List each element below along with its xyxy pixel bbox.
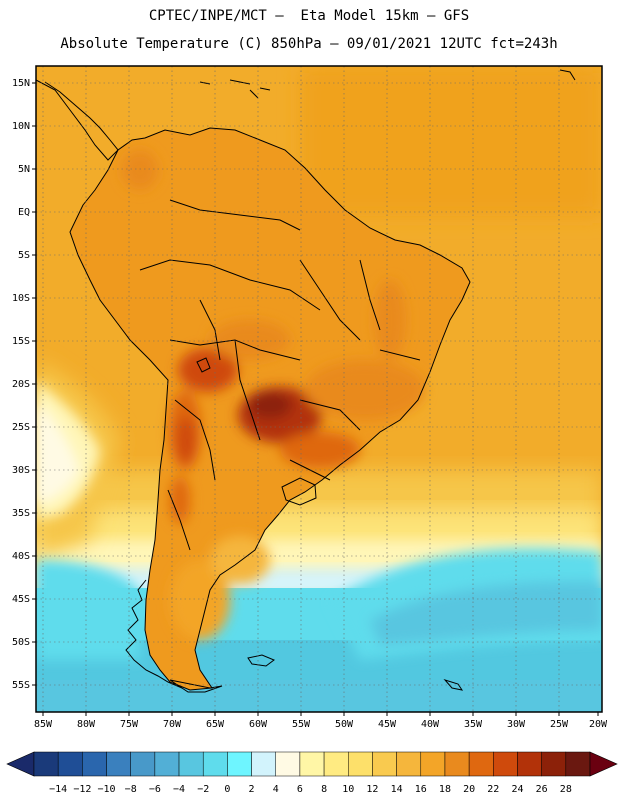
colorbar-label: 16 bbox=[415, 784, 427, 795]
colorbar-swatch bbox=[493, 751, 518, 777]
colorbar-swatch bbox=[396, 751, 422, 777]
colorbar-label: −8 bbox=[125, 784, 137, 795]
colorbar-label: 0 bbox=[224, 784, 230, 795]
lat-label: 10S bbox=[12, 293, 30, 304]
lat-label: 15S bbox=[12, 336, 30, 347]
lon-label: 65W bbox=[206, 719, 225, 730]
colorbar-label: −2 bbox=[197, 784, 209, 795]
colorbar-label: 8 bbox=[321, 784, 327, 795]
lat-label: 30S bbox=[12, 465, 30, 476]
lon-label: 40W bbox=[421, 719, 440, 730]
colorbar-label: 20 bbox=[463, 784, 475, 795]
colorbar-label: −14 bbox=[49, 784, 67, 795]
lon-label: 60W bbox=[249, 719, 268, 730]
colorbar-swatch bbox=[299, 751, 325, 777]
colorbar-label: 26 bbox=[536, 784, 548, 795]
colorbar-swatch bbox=[565, 751, 591, 777]
latitude-axis: 15N 10N 5N EQ 5S 10S 15S 20S 25S 30S 35S… bbox=[12, 78, 36, 691]
lon-label: 85W bbox=[34, 719, 53, 730]
colorbar-swatch bbox=[541, 751, 567, 777]
colorbar-label: 4 bbox=[273, 784, 279, 795]
colorbar-swatch bbox=[372, 751, 397, 777]
plot-frame bbox=[35, 65, 603, 713]
lat-label: 40S bbox=[12, 551, 30, 562]
colorbar-label: 12 bbox=[366, 784, 378, 795]
lat-label: 5N bbox=[18, 164, 30, 175]
colorbar-swatch bbox=[420, 751, 446, 777]
lat-label: 50S bbox=[12, 637, 30, 648]
colorbar-label: 28 bbox=[560, 784, 572, 795]
colorbar-swatch bbox=[348, 751, 373, 777]
lat-label: 35S bbox=[12, 508, 30, 519]
lat-label: 5S bbox=[18, 250, 30, 261]
colorbar-swatch bbox=[202, 751, 228, 777]
lon-label: 75W bbox=[120, 719, 139, 730]
colorbar-swatch bbox=[517, 751, 542, 777]
colorbar-label: −4 bbox=[173, 784, 185, 795]
lon-label: 70W bbox=[163, 719, 182, 730]
colorbar-label: −10 bbox=[97, 784, 115, 795]
colorbar-label: 18 bbox=[439, 784, 451, 795]
colorbar-label: 2 bbox=[249, 784, 255, 795]
colorbar-swatch bbox=[154, 751, 180, 777]
colorbar-swatch bbox=[275, 751, 301, 777]
lat-label: 45S bbox=[12, 594, 30, 605]
longitude-axis: 85W 80W 75W 70W 65W 60W 55W 50W 45W 40W … bbox=[34, 712, 608, 730]
colorbar-label: −6 bbox=[149, 784, 161, 795]
lon-label: 50W bbox=[335, 719, 354, 730]
lon-label: 80W bbox=[77, 719, 96, 730]
colorbar-left-arrow bbox=[6, 751, 35, 777]
colorbar-swatch bbox=[106, 751, 131, 777]
lat-label: 20S bbox=[12, 379, 30, 390]
colorbar-swatch bbox=[178, 751, 204, 777]
lon-label: 35W bbox=[464, 719, 483, 730]
lat-label: 25S bbox=[12, 422, 30, 433]
colorbar-label: −12 bbox=[73, 784, 91, 795]
lon-label: 20W bbox=[589, 719, 608, 730]
lat-label: 15N bbox=[12, 78, 30, 89]
colorbar-swatch bbox=[82, 751, 107, 777]
lat-label: EQ bbox=[18, 207, 30, 218]
lat-label: 55S bbox=[12, 680, 30, 691]
colorbar-swatch bbox=[33, 751, 59, 777]
colorbar-swatch bbox=[130, 751, 156, 777]
lon-label: 45W bbox=[378, 719, 397, 730]
title-line-2: Absolute Temperature (C) 850hPa – 09/01/… bbox=[60, 36, 558, 52]
colorbar-swatch bbox=[251, 751, 276, 777]
lon-label: 25W bbox=[550, 719, 569, 730]
colorbar-swatch bbox=[468, 751, 494, 777]
colorbar-label: 24 bbox=[511, 784, 523, 795]
colorbar-right-arrow bbox=[589, 751, 618, 777]
lon-label: 55W bbox=[292, 719, 311, 730]
title-line-1: CPTEC/INPE/MCT – Eta Model 15km – GFS bbox=[148, 8, 470, 24]
coastlines bbox=[36, 69, 576, 693]
colorbar-label: 10 bbox=[342, 784, 354, 795]
colorbar-label: 22 bbox=[487, 784, 499, 795]
colorbar-label: 6 bbox=[297, 784, 303, 795]
temperature-field bbox=[36, 66, 602, 712]
lon-label: 30W bbox=[507, 719, 526, 730]
colorbar-swatch bbox=[57, 751, 83, 777]
colorbar: −14 −12 −10 −8 −6 −4 −2 0 2 4 6 8 10 12 14 16 18 20 22 24 26… bbox=[6, 751, 618, 795]
lat-label: 10N bbox=[12, 121, 30, 132]
colorbar-swatch bbox=[227, 751, 252, 777]
colorbar-swatch bbox=[444, 751, 470, 777]
colorbar-label: 14 bbox=[391, 784, 403, 795]
colorbar-swatch bbox=[323, 751, 349, 777]
